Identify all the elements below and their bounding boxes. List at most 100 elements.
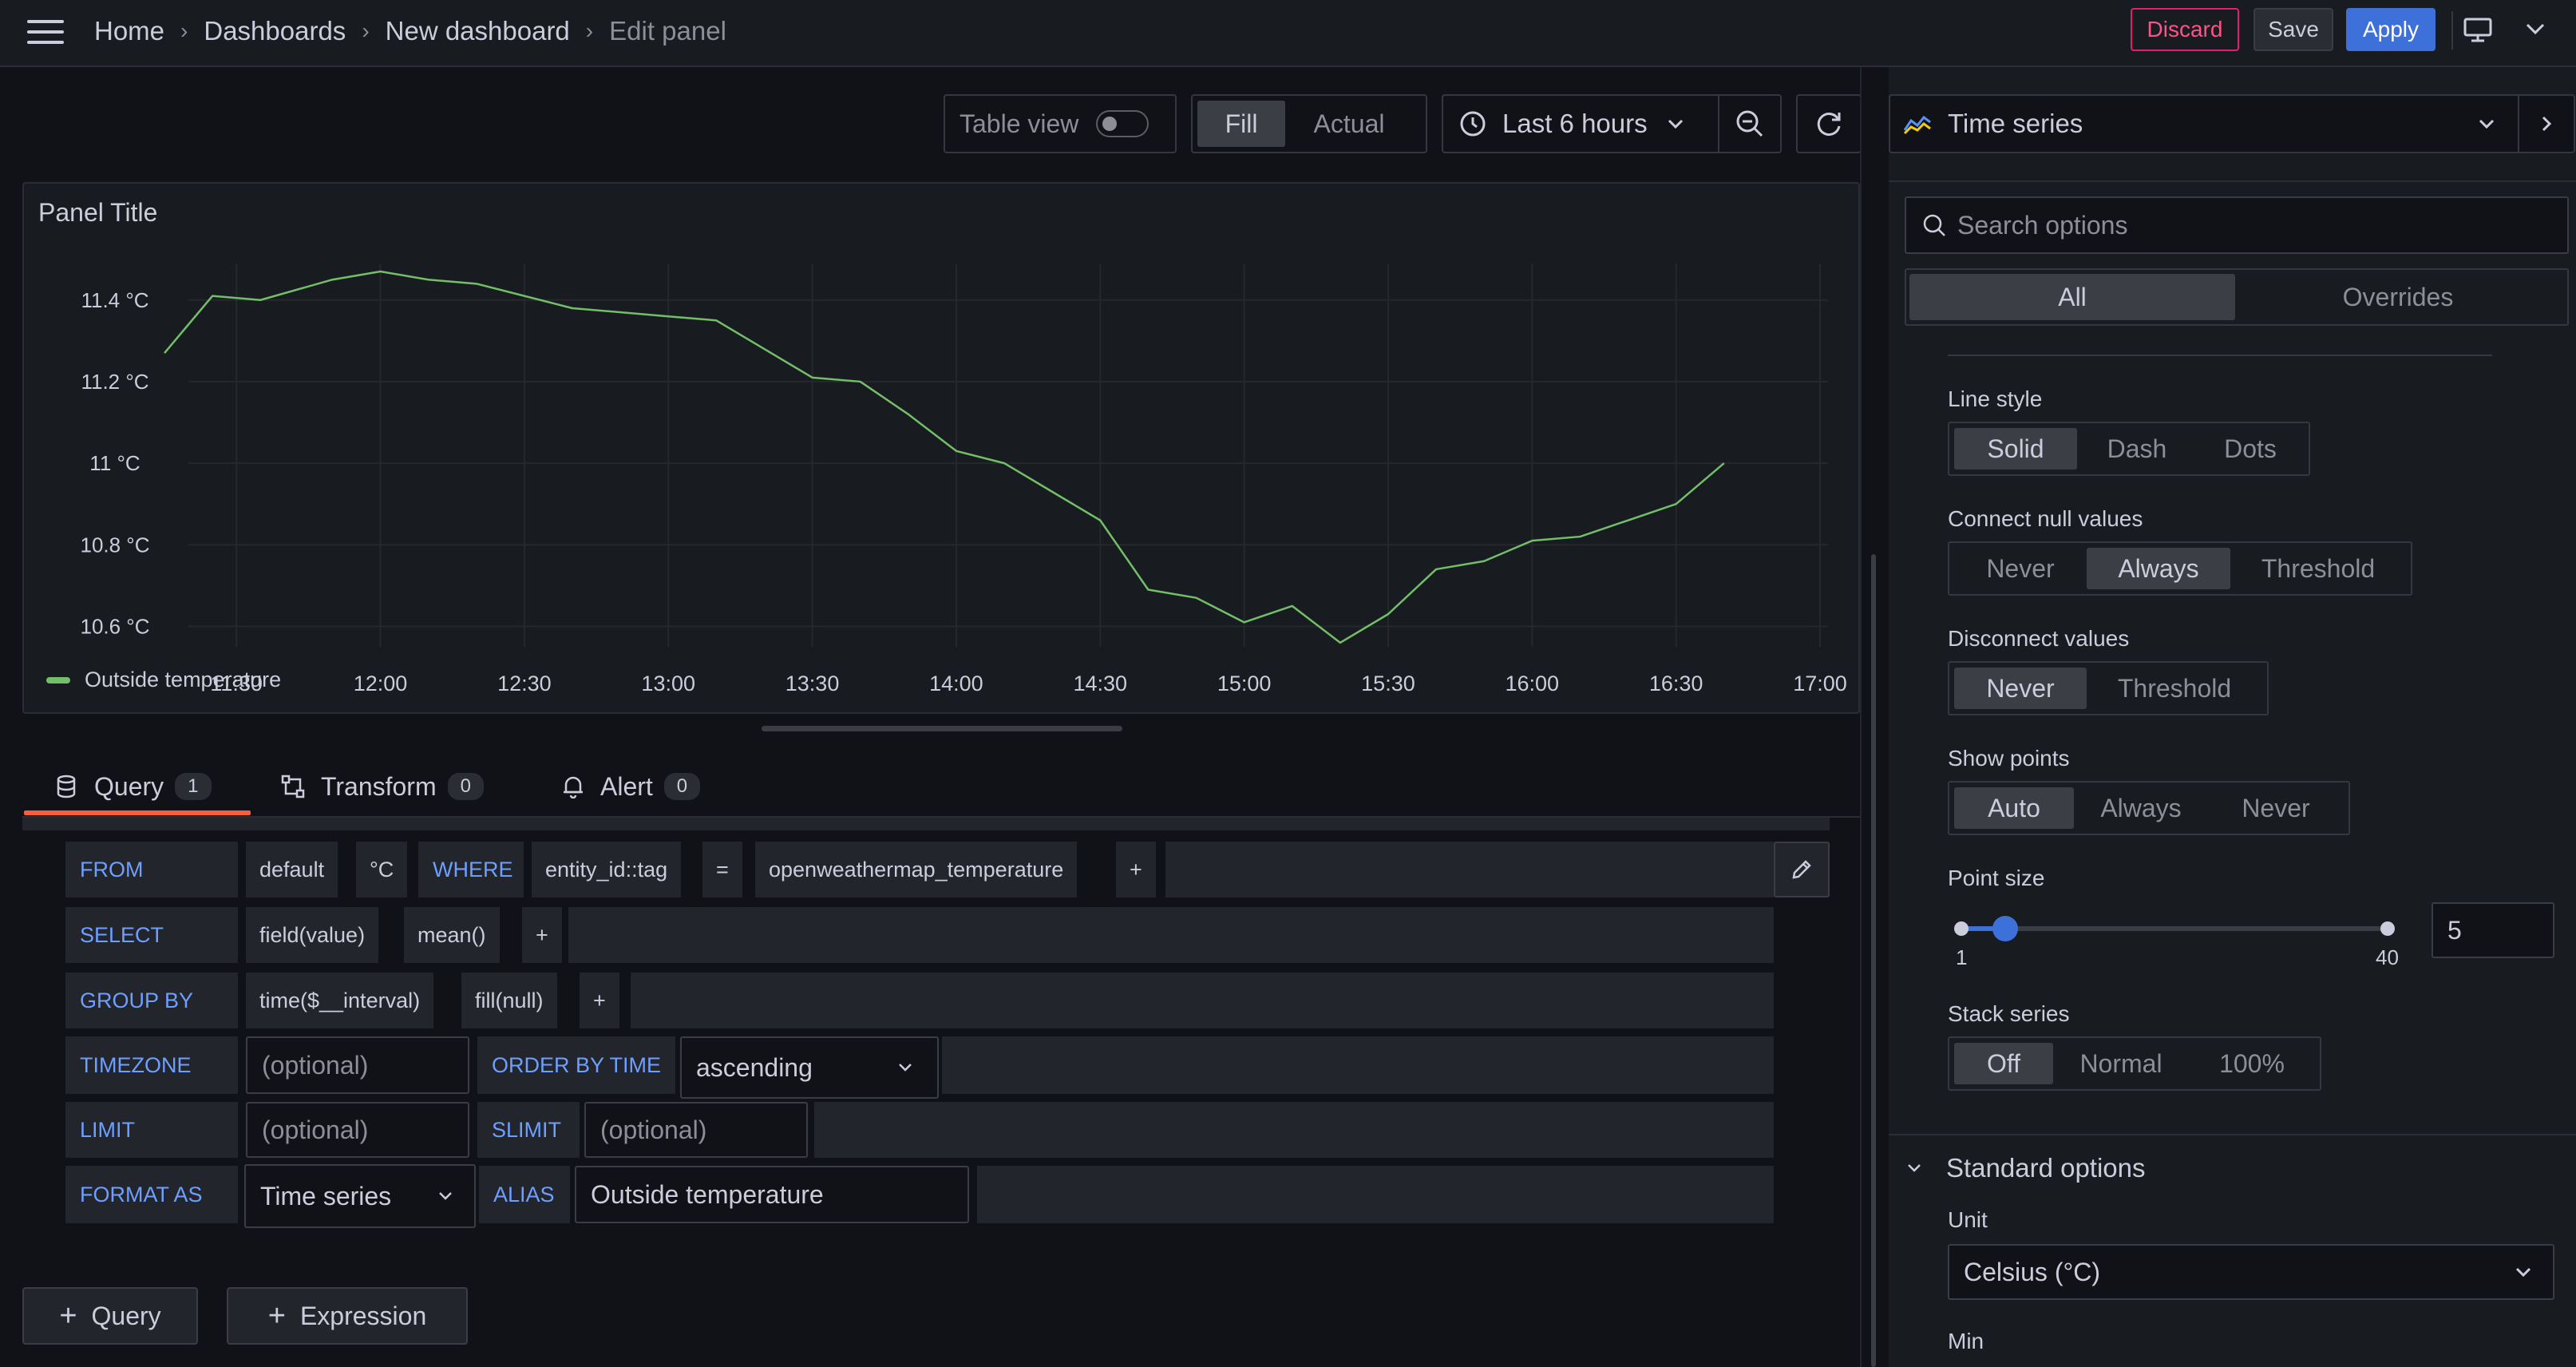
connect-null-threshold[interactable]: Threshold [2261,553,2376,583]
x-tick-label: 13:00 [641,672,695,695]
edit-raw-query-button[interactable] [1774,842,1830,897]
x-tick-label: 16:00 [1506,672,1560,695]
breadcrumb-current: Edit panel [609,16,726,46]
disconnect-never[interactable]: Never [1954,668,2087,709]
unit-select[interactable]: Celsius (°C) [1948,1244,2554,1300]
divider [22,816,1860,818]
tab-transform-count: 0 [447,773,484,800]
point-size-slider-track[interactable] [1961,926,2388,931]
x-tick-label: 12:30 [497,672,552,695]
add-select-button[interactable]: + [522,907,562,963]
group-by-fill[interactable]: fill(null) [461,973,557,1028]
line-style-dash[interactable]: Dash [2107,434,2167,463]
tab-query[interactable]: Query 1 [56,767,212,806]
actual-option[interactable]: Actual [1313,109,1385,138]
search-placeholder: Search options [1957,210,2128,240]
save-button[interactable]: Save [2254,8,2333,51]
connect-null-always[interactable]: Always [2087,548,2230,589]
show-points-auto[interactable]: Auto [1954,787,2074,829]
timezone-input[interactable]: (optional) [246,1036,469,1094]
apply-button[interactable]: Apply [2346,8,2436,51]
database-icon [56,775,77,798]
legend-label[interactable]: Outside temperature [85,668,282,691]
breadcrumb-separator: › [585,18,594,43]
line-style-solid[interactable]: Solid [1954,428,2077,470]
discard-button[interactable]: Discard [2131,8,2239,51]
order-by-value: ascending [696,1052,813,1082]
scrollbar[interactable] [1871,554,1876,1367]
line-style-dots[interactable]: Dots [2224,434,2277,463]
time-series-icon [1903,113,1932,135]
search-options-input[interactable]: Search options [1905,196,2569,254]
breadcrumb-separator: › [180,18,188,43]
from-keyword: FROM [65,842,238,897]
chevron-down-icon[interactable] [2524,21,2546,37]
point-size-slider-thumb[interactable] [1992,916,2018,941]
fill-option[interactable]: Fill [1197,101,1285,147]
where-tag-value[interactable]: openweathermap_temperature [755,842,1078,897]
where-operator[interactable]: = [702,842,742,897]
breadcrumb-home[interactable]: Home [94,16,165,46]
where-tag-key[interactable]: entity_id::tag [532,842,682,897]
disconnect-threshold[interactable]: Threshold [2117,673,2232,703]
add-group-by-button[interactable]: + [580,973,619,1028]
menu-icon[interactable] [27,18,64,46]
tab-transform-label: Transform [321,771,437,801]
table-view-toggle[interactable]: Table view [944,94,1177,153]
tab-alert[interactable]: Alert 0 [562,767,701,806]
unit-value: Celsius (°C) [1964,1257,2101,1286]
limit-input[interactable]: (optional) [246,1102,469,1158]
show-points-always[interactable]: Always [2100,793,2182,822]
select-field[interactable]: field(value) [246,907,379,963]
divider [2518,96,2519,152]
resize-handle[interactable] [762,726,1122,731]
refresh-button[interactable] [1796,94,1862,153]
row-filler [1165,842,1774,897]
add-where-button[interactable]: + [1116,842,1156,897]
table-view-switch[interactable] [1096,110,1150,137]
row-filler [814,1102,1774,1158]
disconnect-radio: Never Threshold [1948,661,2269,715]
time-range-button[interactable]: Last 6 hours [1443,96,1719,152]
alias-input[interactable]: Outside temperature [575,1166,969,1223]
x-tick-label: 14:00 [929,672,983,695]
add-query-button[interactable]: + Query [22,1287,198,1345]
show-points-never[interactable]: Never [2242,793,2310,822]
tab-transform[interactable]: Transform 0 [281,767,484,806]
format-as-select[interactable]: Time series [244,1164,476,1228]
alias-keyword: ALIAS [479,1166,570,1223]
tab-overrides[interactable]: Overrides [2342,282,2454,311]
connect-null-never[interactable]: Never [1986,553,2055,583]
visualization-picker[interactable]: Time series [1889,94,2575,153]
visualization-name: Time series [1948,109,2083,138]
stack-off[interactable]: Off [1954,1043,2053,1084]
stack-series-radio: Off Normal 100% [1948,1036,2321,1091]
legend-swatch [46,676,70,684]
stack-percent[interactable]: 100% [2219,1048,2285,1078]
table-view-label: Table view [960,109,1079,138]
breadcrumb-dashboards[interactable]: Dashboards [204,16,346,46]
where-keyword: WHERE [418,842,524,897]
point-size-input[interactable]: 5 [2432,902,2554,958]
group-by-time[interactable]: time($__interval) [246,973,434,1028]
monitor-icon[interactable] [2463,18,2492,43]
from-measurement[interactable]: °C [356,842,408,897]
from-policy[interactable]: default [246,842,338,897]
divider [1889,180,2576,182]
zoom-out-button[interactable] [1719,96,1780,152]
tab-all[interactable]: All [1909,274,2235,320]
time-series-chart[interactable]: 11:30 12:00 12:30 13:00 13:30 14:00 14:30 15:00… [24,184,1858,712]
panel: Panel Title 11:30 12:00 12:30 13:00 13:30 14:… [22,182,1860,714]
pencil-icon [1789,857,1814,882]
slimit-input[interactable]: (optional) [584,1102,808,1158]
order-by-select[interactable]: ascending [680,1036,939,1099]
standard-options-header[interactable]: Standard options [1906,1148,2146,1188]
stack-normal[interactable]: Normal [2079,1048,2162,1078]
breadcrumb-dashboard[interactable]: New dashboard [385,16,570,46]
connect-null-label: Connect null values [1948,506,2143,531]
chevron-right-icon[interactable] [2540,115,2553,133]
add-expression-button[interactable]: + Expression [227,1287,468,1345]
fill-actual-switch: Fill Actual [1191,94,1427,153]
select-function[interactable]: mean() [404,907,500,963]
chevron-down-icon [2478,117,2495,130]
